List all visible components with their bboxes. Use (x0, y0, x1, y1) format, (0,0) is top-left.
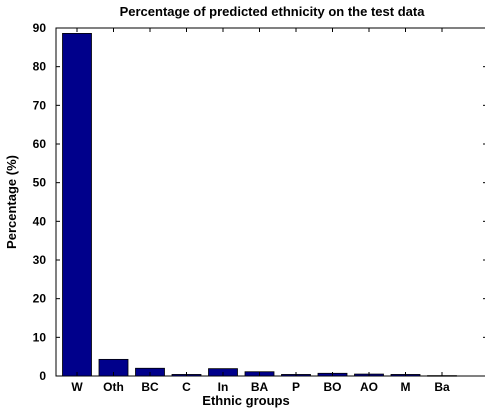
y-tick-label: 30 (33, 253, 47, 267)
y-tick-label: 50 (33, 176, 47, 190)
y-tick-label: 60 (33, 137, 47, 151)
x-tick-label: BA (251, 380, 269, 394)
x-tick-label: P (292, 380, 300, 394)
y-tick-label: 80 (33, 60, 47, 74)
x-tick-label: W (71, 380, 83, 394)
bars-group (62, 33, 457, 377)
x-tick-label: In (218, 380, 229, 394)
y-axis-ticks: 0 10 20 30 40 50 60 70 80 90 (33, 21, 485, 383)
x-tick-label: Oth (103, 380, 124, 394)
y-tick-label: 40 (33, 214, 47, 228)
y-tick-label: 70 (33, 98, 47, 112)
y-axis-label: Percentage (%) (4, 155, 19, 249)
x-tick-label: BO (324, 380, 342, 394)
x-axis-label: Ethnic groups (202, 393, 289, 408)
x-axis-ticks: W Oth BC C In BA P BO AO M Ba (71, 28, 450, 394)
y-tick-label: 20 (33, 292, 47, 306)
x-tick-label: AO (360, 380, 378, 394)
y-tick-label: 0 (39, 369, 46, 383)
x-tick-label: M (401, 380, 411, 394)
bar-w (62, 33, 92, 377)
y-tick-label: 90 (33, 21, 47, 35)
plot-frame (55, 27, 485, 377)
x-tick-label: Ba (434, 380, 450, 394)
x-tick-label: C (182, 380, 191, 394)
y-tick-label: 10 (33, 330, 47, 344)
x-tick-label: BC (141, 380, 159, 394)
chart-title: Percentage of predicted ethnicity on the… (120, 4, 426, 19)
